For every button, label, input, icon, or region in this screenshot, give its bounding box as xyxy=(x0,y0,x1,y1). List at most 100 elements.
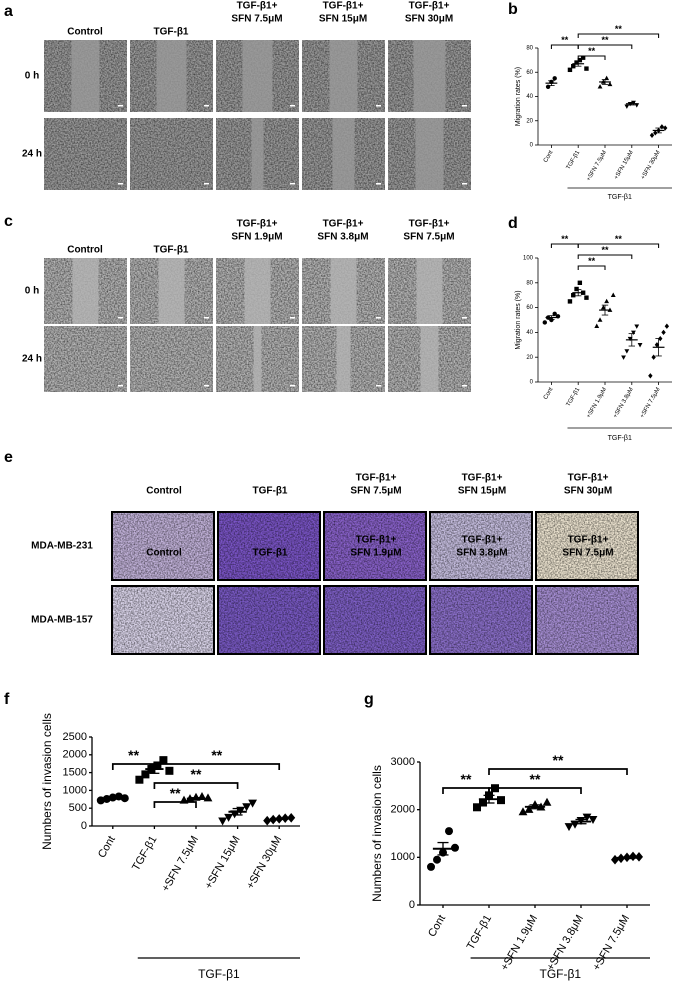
y-axis-label: Numbers of invasion cells xyxy=(40,713,54,850)
y-tick-label: 20 xyxy=(526,118,533,124)
significance-label: ** xyxy=(601,35,609,45)
data-point xyxy=(552,311,557,316)
data-point xyxy=(571,293,576,298)
data-point xyxy=(584,295,589,300)
x-tick-label: +SFN 15μM xyxy=(203,834,243,891)
column-header: TGF-β1 xyxy=(154,27,189,38)
column-header: Control xyxy=(146,548,182,559)
significance-label: ** xyxy=(615,234,623,244)
significance-label: ** xyxy=(588,46,596,56)
data-point xyxy=(634,324,640,329)
significance-bracket xyxy=(442,787,490,794)
significance-label: ** xyxy=(211,747,222,763)
y-tick-label: 40 xyxy=(526,330,533,336)
significance-label: ** xyxy=(191,766,202,782)
significance-bracket xyxy=(488,768,628,775)
wound-gap xyxy=(253,326,262,392)
data-point xyxy=(631,100,636,106)
column-header: SFN 7.5μM xyxy=(562,548,613,559)
data-point xyxy=(542,797,552,806)
data-point xyxy=(648,373,653,379)
significance-label: ** xyxy=(561,234,569,244)
column-header: TGF-β1+ xyxy=(356,473,397,484)
column-header: TGF-β1+ xyxy=(409,1,450,12)
x-tick-label: +SFN 1.9μM xyxy=(586,387,608,419)
data-point xyxy=(433,855,441,864)
x-tick-label: Cont xyxy=(543,150,555,164)
data-point xyxy=(649,132,655,138)
scale-bar xyxy=(204,183,209,185)
data-point xyxy=(577,57,583,63)
significance-bracket xyxy=(488,787,582,794)
x-tick-label: Cont xyxy=(543,387,555,401)
y-tick-label: 2500 xyxy=(63,731,87,743)
scale-bar xyxy=(376,183,381,185)
data-point xyxy=(604,298,610,304)
wound-gap xyxy=(244,258,271,324)
panel-label: d xyxy=(508,215,518,232)
significance-label: ** xyxy=(530,771,541,787)
micrograph-texture xyxy=(324,586,426,654)
significance-bracket xyxy=(153,801,197,808)
row-label: MDA-MB-157 xyxy=(31,615,93,626)
scale-bar xyxy=(204,105,209,107)
wound-gap xyxy=(158,258,185,324)
wound-gap xyxy=(242,40,273,112)
column-header: SFN 3.8μM xyxy=(456,548,507,559)
wound-gap xyxy=(72,258,99,324)
micrograph-texture xyxy=(430,586,532,654)
significance-bracket xyxy=(577,265,606,270)
x-tick-label: +SFN 7.5μM xyxy=(591,913,633,973)
micrograph-texture xyxy=(112,586,214,654)
data-point xyxy=(597,317,603,322)
column-header: SFN 7.5μM xyxy=(403,232,454,243)
x-tick-label: +SFN 1.9μM xyxy=(499,913,541,973)
wound-gap xyxy=(71,40,100,112)
y-tick-label: 500 xyxy=(69,802,87,814)
x-tick-label: +SFN 7.5μM xyxy=(586,150,608,182)
scale-bar xyxy=(290,317,295,319)
micrograph-texture xyxy=(130,326,213,392)
significance-bracket xyxy=(577,243,660,248)
significance-label: ** xyxy=(615,24,623,34)
wound-gap xyxy=(336,326,351,392)
y-axis-label: Migration rates (%) xyxy=(515,67,522,126)
data-point xyxy=(287,813,296,823)
scale-bar xyxy=(290,183,295,185)
data-point xyxy=(653,130,658,136)
column-header: SFN 3.8μM xyxy=(317,232,368,243)
scale-bar xyxy=(462,385,467,387)
y-tick-label: 40 xyxy=(526,94,533,100)
y-tick-label: 2000 xyxy=(63,749,87,761)
column-header: SFN 15μM xyxy=(319,14,367,25)
data-point xyxy=(427,862,435,871)
data-point xyxy=(574,286,579,292)
data-point xyxy=(597,84,603,89)
column-header: SFN 7.5μM xyxy=(231,14,282,25)
panel-label: f xyxy=(4,691,10,708)
column-header: TGF-β1 xyxy=(253,548,288,559)
panel-label: e xyxy=(4,449,13,466)
x-tick-label: Cont xyxy=(96,834,118,860)
significance-bracket xyxy=(153,763,281,770)
data-point xyxy=(524,804,534,813)
scale-bar xyxy=(290,385,295,387)
micrograph-texture xyxy=(218,586,320,654)
data-point xyxy=(663,125,668,131)
column-header: Control xyxy=(67,27,103,38)
y-tick-label: 80 xyxy=(526,46,533,52)
data-point xyxy=(607,81,613,87)
data-point xyxy=(224,813,233,822)
wound-gap xyxy=(251,118,264,190)
data-point xyxy=(611,854,619,865)
data-point xyxy=(594,323,600,328)
column-header: SFN 15μM xyxy=(458,486,506,497)
scale-bar xyxy=(376,385,381,387)
row-label: 0 h xyxy=(25,286,39,297)
significance-label: ** xyxy=(170,785,181,801)
data-point xyxy=(624,104,630,109)
micrograph-texture xyxy=(130,118,213,190)
data-point xyxy=(659,124,665,130)
column-header: TGF-β1+ xyxy=(356,535,397,546)
micrograph-texture xyxy=(536,586,638,654)
